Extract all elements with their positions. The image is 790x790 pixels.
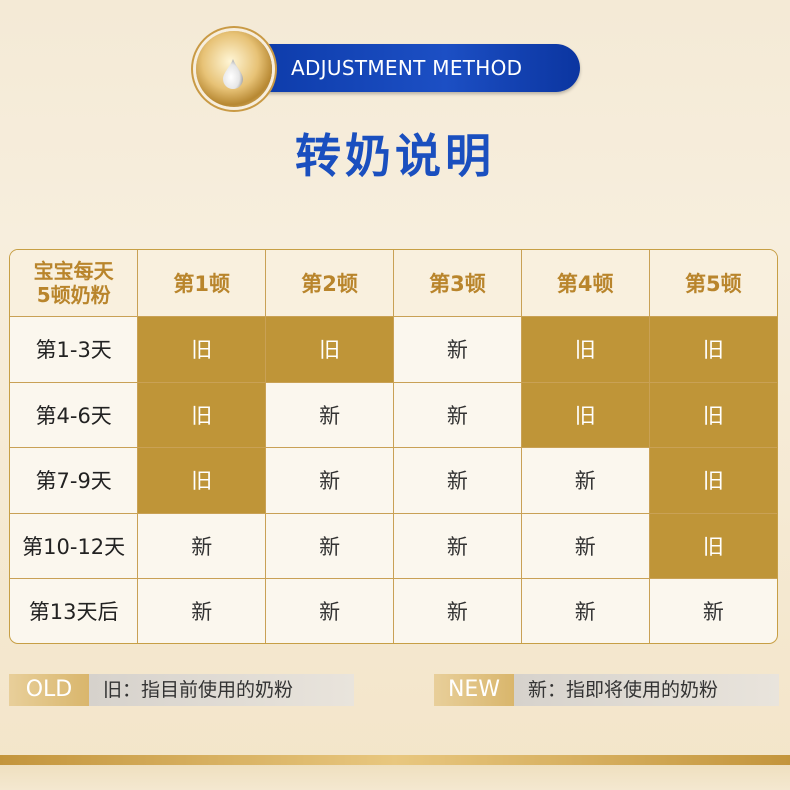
legend-new-desc: 新：指即将使用的奶粉: [514, 674, 779, 706]
table-cell: 新: [392, 447, 522, 514]
table-cell: 新: [392, 381, 522, 448]
row-label: 第13天后: [10, 578, 139, 643]
legend-old-desc: 旧：指目前使用的奶粉: [89, 674, 354, 706]
table-cell: 新: [137, 578, 267, 643]
table-cell: 新: [265, 381, 394, 448]
table-cell: 旧: [648, 447, 777, 514]
table-cell: 旧: [265, 316, 394, 383]
bottom-band: [0, 765, 790, 790]
table-cell: 旧: [137, 316, 267, 383]
table-cell: 新: [648, 578, 777, 643]
table-header-row: 宝宝每天 5顿奶粉 第1顿 第2顿 第3顿 第4顿 第5顿: [10, 250, 777, 317]
page-title: 转奶说明: [295, 129, 495, 183]
table-cell: 新: [392, 512, 522, 579]
bottom-gold-bar: [0, 755, 790, 765]
milk-drop-icon: [223, 59, 243, 89]
table-cell: 旧: [137, 447, 267, 514]
table-cell: 新: [392, 316, 522, 383]
table-cell: 新: [392, 578, 522, 643]
table-row: 第1-3天 旧 旧 新 旧 旧: [10, 316, 777, 383]
table-row: 第10-12天 新 新 新 新 旧: [10, 512, 777, 579]
column-header: 第2顿: [265, 250, 394, 317]
table-cell: 新: [520, 447, 650, 514]
legend-old-tag: OLD: [9, 674, 89, 706]
column-header: 第4顿: [520, 250, 650, 317]
row-label: 第7-9天: [10, 447, 139, 514]
row-label: 第10-12天: [10, 512, 139, 579]
table-row: 第7-9天 旧 新 新 新 旧: [10, 447, 777, 514]
corner-header-line1: 宝宝每天: [33, 259, 114, 283]
corner-header: 宝宝每天 5顿奶粉: [10, 250, 139, 317]
table-cell: 旧: [648, 316, 777, 383]
table-cell: 新: [265, 512, 394, 579]
badge-text: ADJUSTMENT METHOD: [291, 56, 523, 80]
column-header: 第3顿: [392, 250, 522, 317]
table-cell: 旧: [137, 381, 267, 448]
table-cell: 新: [520, 512, 650, 579]
table-cell: 旧: [520, 316, 650, 383]
legend-new: NEW 新：指即将使用的奶粉: [434, 674, 779, 706]
table-cell: 新: [265, 447, 394, 514]
table-cell: 新: [265, 578, 394, 643]
table-cell: 旧: [648, 512, 777, 579]
corner-header-line2: 5顿奶粉: [36, 283, 111, 307]
adjustment-badge: ADJUSTMENT METHOD: [196, 27, 586, 111]
table-cell: 新: [137, 512, 267, 579]
table-row: 第13天后 新 新 新 新 新: [10, 578, 777, 643]
legend-new-tag: NEW: [434, 674, 514, 706]
feeding-schedule-table: 宝宝每天 5顿奶粉 第1顿 第2顿 第3顿 第4顿 第5顿 第1-3天 旧 旧 …: [9, 249, 778, 644]
column-header: 第5顿: [648, 250, 777, 317]
column-header: 第1顿: [137, 250, 267, 317]
row-label: 第4-6天: [10, 381, 139, 448]
legend-old: OLD 旧：指目前使用的奶粉: [9, 674, 354, 706]
table-cell: 新: [520, 578, 650, 643]
table-cell: 旧: [520, 381, 650, 448]
table-row: 第4-6天 旧 新 新 旧 旧: [10, 381, 777, 448]
row-label: 第1-3天: [10, 316, 139, 383]
badge-pill: [244, 44, 580, 92]
milk-drop-emblem: [196, 31, 272, 107]
table-cell: 旧: [648, 381, 777, 448]
